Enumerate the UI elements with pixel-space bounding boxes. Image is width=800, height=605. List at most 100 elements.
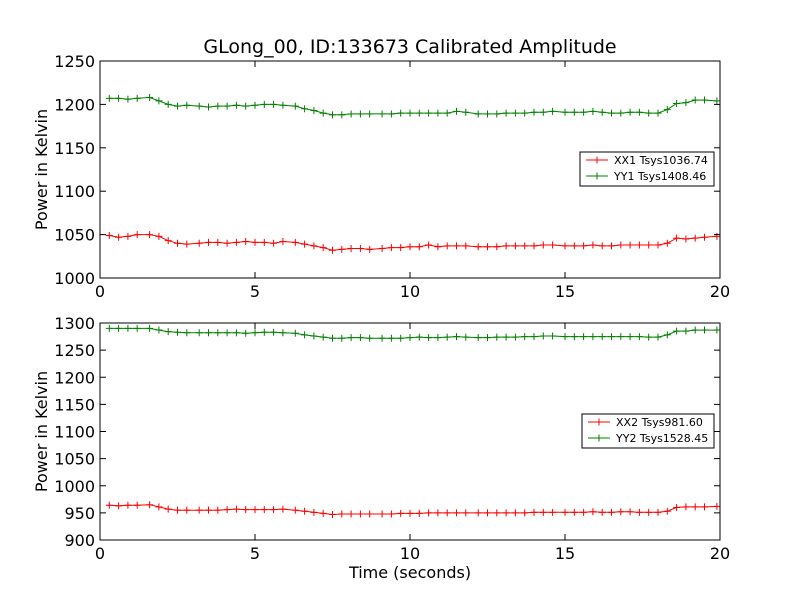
data-point [397,109,405,117]
legend-entry: YY1 Tsys1408.46 [613,170,706,183]
data-point [260,238,268,246]
data-point [561,108,569,116]
data-point [617,508,625,516]
data-point [319,509,327,517]
data-point [570,242,578,250]
data-point [502,509,510,517]
data-point [570,508,578,516]
data-point [502,333,510,341]
data-point [406,509,414,517]
data-point [232,101,240,109]
data-point [146,324,154,332]
data-point [146,231,154,239]
data-point [484,334,491,342]
x-tick-label: 0 [95,282,105,301]
data-point [682,99,690,107]
data-point [251,238,259,246]
x-tick-label: 15 [555,282,575,301]
data-point [415,109,423,117]
y-tick-label: 1300 [54,314,95,333]
data-point [356,244,364,252]
data-point [366,245,374,253]
y-tick-label: 1150 [54,139,95,158]
data-point [356,510,364,518]
data-point [493,243,501,251]
y-tick-label: 1250 [54,52,95,71]
data-point [387,510,395,518]
data-point [338,245,346,253]
data-point [663,507,671,515]
data-point [654,508,662,516]
series-line [109,234,717,251]
data-point [691,96,699,104]
data-point [301,105,309,113]
data-point [701,233,708,241]
data-point [415,509,423,517]
data-point [598,333,606,341]
data-point [174,239,181,247]
series-1 [105,501,721,519]
data-point [105,324,113,332]
data-point [682,327,690,335]
y-tick-label: 1100 [54,423,95,442]
data-point [406,243,414,251]
data-point [291,238,299,246]
data-point [549,508,557,516]
data-point [387,244,395,252]
series-2 [105,324,721,342]
data-point [511,242,519,250]
data-point [310,106,318,114]
data-point [329,334,336,342]
data-point [310,242,318,250]
series-line [109,504,717,516]
data-point [242,102,250,110]
data-point [397,509,405,517]
data-point [270,100,278,108]
data-point [174,506,181,514]
data-point [223,102,231,110]
legend-entry: YY2 Tsys1528.45 [615,432,708,445]
data-point [425,241,433,249]
data-point [493,110,501,118]
data-point [223,239,231,247]
data-point [673,327,681,335]
x-tick-label: 10 [400,282,420,301]
data-point [589,107,597,115]
data-point [214,506,222,514]
data-point [329,246,336,254]
data-point [270,239,278,247]
data-point [701,503,708,511]
data-point [105,94,113,102]
data-point [521,333,529,341]
data-point [347,510,355,518]
data-point [484,110,491,118]
data-point [205,329,212,337]
x-tick-label: 5 [250,282,260,301]
data-point [356,334,364,342]
data-point [530,242,538,250]
data-point [105,501,113,509]
data-point [214,102,222,110]
y-tick-label: 1100 [54,182,95,201]
data-point [105,231,113,239]
data-point [347,334,355,342]
data-point [598,242,606,250]
data-point [291,329,299,337]
x-tick-label: 20 [710,544,730,563]
y-tick-label: 1000 [54,269,95,288]
data-point [580,242,588,250]
data-point [691,234,699,242]
data-point [617,109,625,117]
data-point [617,333,625,341]
data-point [561,508,569,516]
data-point [462,509,470,517]
data-point [301,507,309,515]
data-point [521,242,529,250]
data-point [453,107,460,115]
data-point [511,509,519,517]
data-point [155,503,163,511]
data-point [195,239,203,247]
data-point [549,107,557,115]
data-point [691,326,699,334]
